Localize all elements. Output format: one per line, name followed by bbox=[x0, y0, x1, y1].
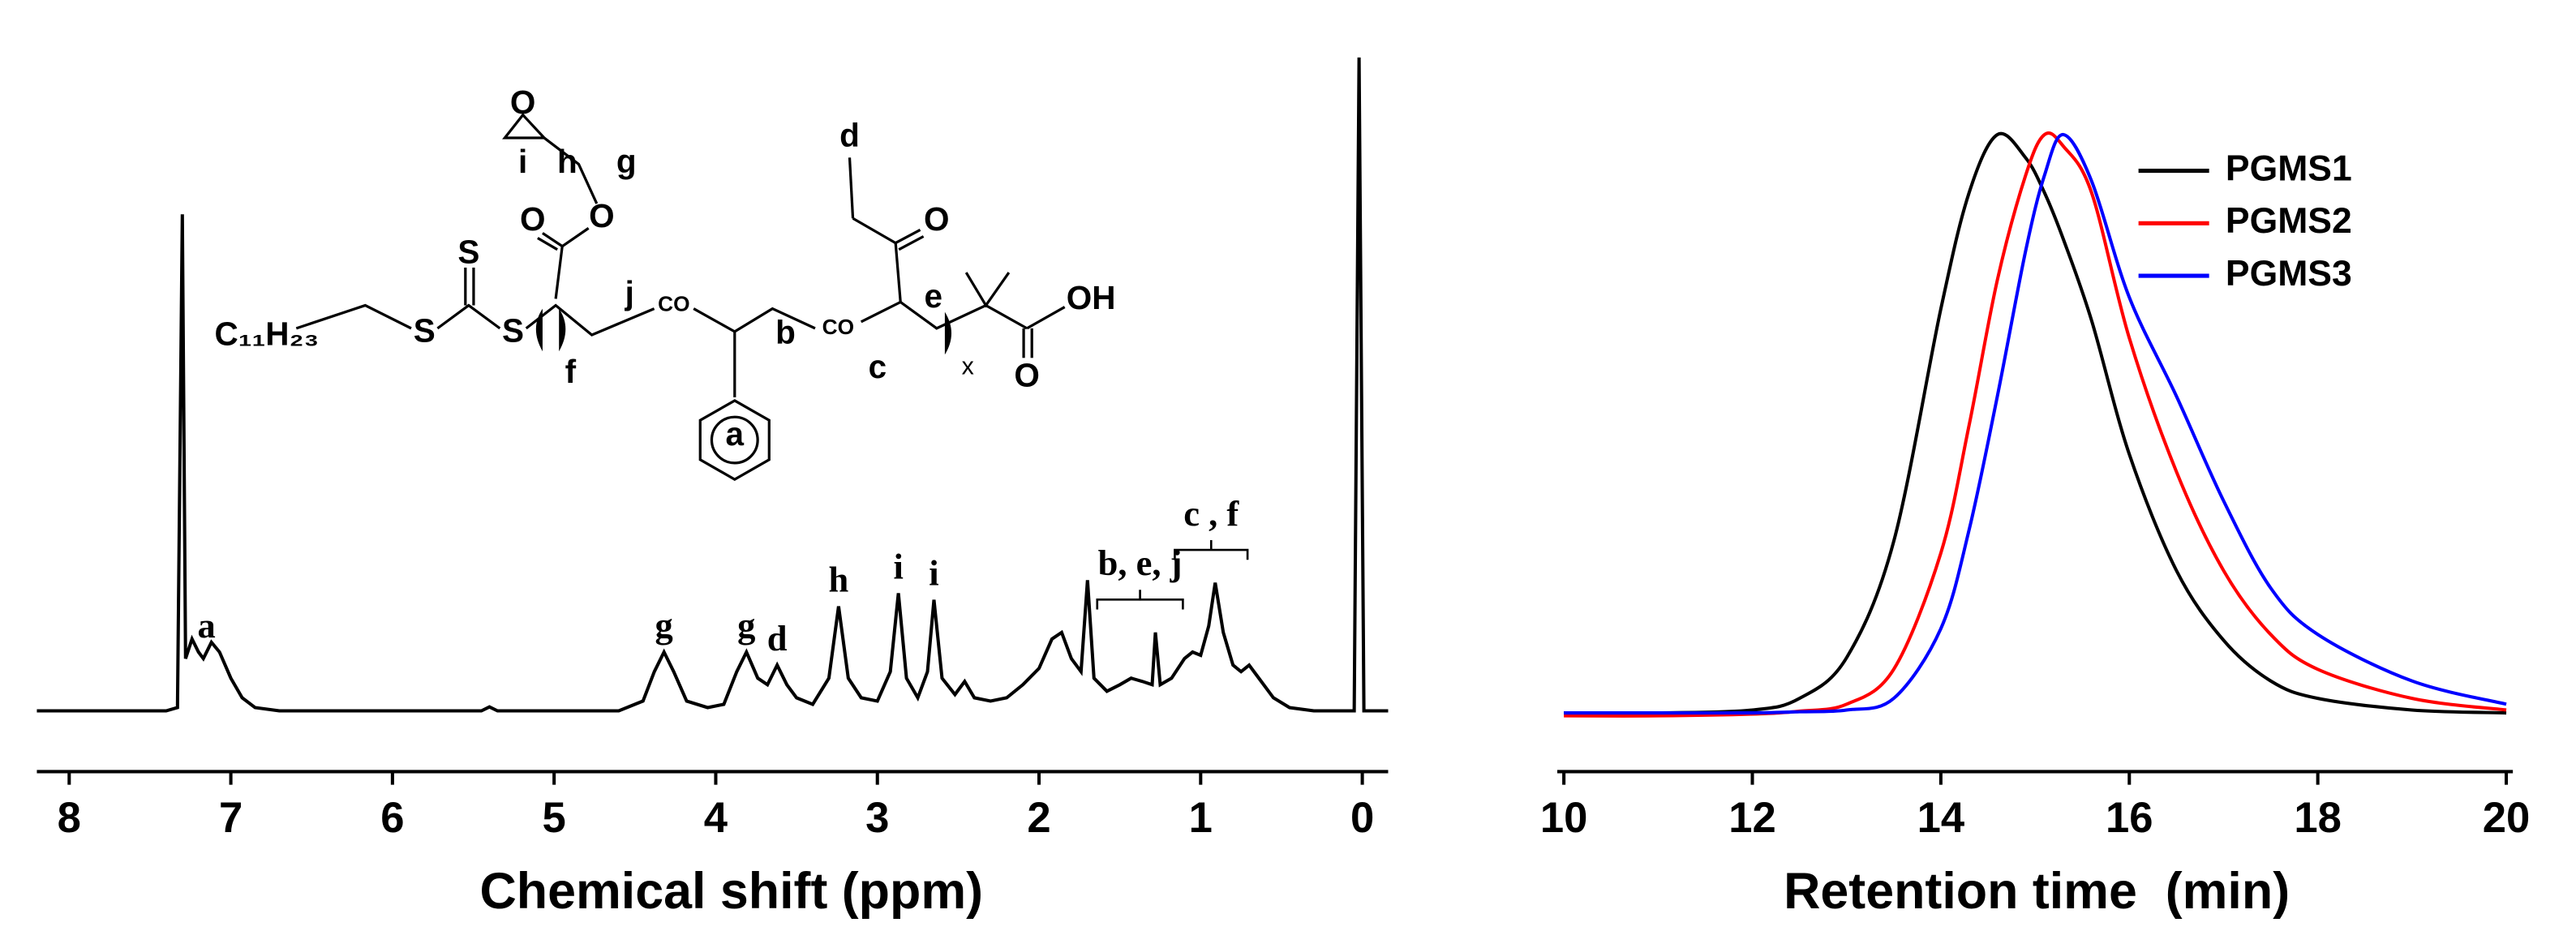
bond bbox=[537, 237, 558, 251]
x-tick-label: 0 bbox=[1350, 794, 1374, 842]
x-tick-label: 5 bbox=[543, 794, 566, 842]
peak-label: g bbox=[655, 605, 673, 646]
x-tick-label: 8 bbox=[58, 794, 81, 842]
spectrum-line bbox=[1564, 131, 2507, 718]
label: f bbox=[565, 353, 577, 390]
label: c bbox=[869, 348, 887, 385]
x-tick-label: 4 bbox=[704, 794, 728, 842]
benzene bbox=[698, 399, 771, 481]
peak-label: g bbox=[737, 605, 755, 646]
atom: OH bbox=[1067, 279, 1116, 316]
spectrum-line bbox=[1564, 132, 2507, 715]
atom: O bbox=[1014, 356, 1039, 393]
bond bbox=[561, 227, 590, 247]
x-tick-label: 2 bbox=[1027, 794, 1050, 842]
label: b bbox=[775, 314, 796, 351]
bracket bbox=[1174, 539, 1249, 560]
x-tick-label: 10 bbox=[1540, 794, 1588, 842]
x-tick-label: 1 bbox=[1189, 794, 1213, 842]
bracket bbox=[559, 308, 566, 352]
bond bbox=[1026, 306, 1066, 330]
bond bbox=[964, 272, 1011, 308]
label: h bbox=[557, 143, 577, 180]
bond bbox=[848, 157, 855, 219]
legend-label: PGMS1 bbox=[2226, 148, 2352, 188]
label: j bbox=[625, 274, 634, 311]
bond bbox=[693, 307, 816, 333]
atom: O bbox=[520, 200, 545, 238]
bond bbox=[543, 136, 599, 204]
spectrum-line bbox=[1564, 131, 2507, 715]
atom: O bbox=[510, 84, 535, 121]
bond bbox=[898, 235, 925, 251]
peak-label: i bbox=[929, 552, 938, 593]
label: e bbox=[924, 277, 942, 315]
label: g bbox=[616, 143, 637, 180]
x-axis-label: Retention time (min) bbox=[1784, 863, 2290, 920]
x-tick-label: 14 bbox=[1917, 794, 1965, 842]
bracket-label: b, e, j bbox=[1098, 543, 1183, 583]
x-tick-label: 7 bbox=[219, 794, 243, 842]
epoxide-ring bbox=[502, 113, 547, 139]
benzene-ring bbox=[710, 415, 759, 465]
atom: CO bbox=[658, 291, 689, 315]
bracket bbox=[535, 308, 543, 352]
atom: S bbox=[414, 312, 436, 350]
label: d bbox=[839, 117, 860, 154]
x-tick-label: 12 bbox=[1728, 794, 1776, 842]
label: a bbox=[726, 415, 745, 453]
atom: O bbox=[589, 197, 614, 234]
x-tick-label: 3 bbox=[865, 794, 889, 842]
bond bbox=[852, 217, 896, 245]
bond bbox=[295, 303, 412, 330]
chemical-structure: O i h g O O S C₁₁H₂₃ S S f j CO b CO a d… bbox=[215, 84, 1116, 481]
atom: C₁₁H₂₃ bbox=[215, 315, 320, 353]
peak-label: i bbox=[893, 546, 903, 586]
bond bbox=[525, 303, 655, 337]
x-tick-label: 6 bbox=[380, 794, 404, 842]
x-tick-label: 18 bbox=[2294, 794, 2342, 842]
legend-label: PGMS3 bbox=[2226, 254, 2352, 294]
bond bbox=[554, 246, 564, 299]
spectrum-line bbox=[36, 57, 1389, 713]
atom: O bbox=[924, 200, 949, 238]
x-axis-label: Chemical shift (ppm) bbox=[479, 863, 983, 920]
label: x bbox=[962, 353, 974, 380]
label: i bbox=[518, 143, 527, 180]
peak-label: h bbox=[829, 559, 849, 599]
peak-label: d bbox=[767, 618, 788, 659]
x-tick-label: 20 bbox=[2483, 794, 2531, 842]
legend-label: PGMS2 bbox=[2226, 201, 2352, 241]
bond bbox=[542, 232, 564, 247]
atom: S bbox=[457, 233, 479, 270]
bracket bbox=[944, 311, 952, 355]
bond bbox=[895, 228, 921, 245]
bracket bbox=[1096, 590, 1184, 610]
x-tick-label: 16 bbox=[2106, 794, 2153, 842]
bond bbox=[860, 300, 1028, 330]
bracket-label: c , f bbox=[1183, 493, 1239, 534]
atom: S bbox=[502, 312, 524, 350]
atom: CO bbox=[822, 315, 854, 339]
bond bbox=[894, 242, 902, 303]
bond bbox=[436, 303, 501, 330]
peak-label: a bbox=[198, 605, 216, 646]
